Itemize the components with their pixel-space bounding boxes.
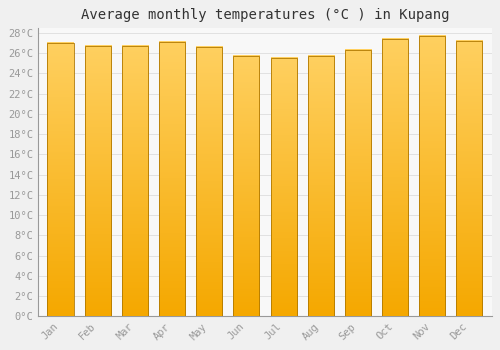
- Bar: [159, 42, 185, 316]
- Bar: [419, 36, 445, 316]
- Bar: [122, 46, 148, 316]
- Bar: [234, 56, 260, 316]
- Bar: [382, 39, 408, 316]
- Bar: [308, 56, 334, 316]
- Bar: [196, 47, 222, 316]
- Bar: [270, 58, 296, 316]
- Title: Average monthly temperatures (°C ) in Kupang: Average monthly temperatures (°C ) in Ku…: [80, 8, 449, 22]
- Bar: [345, 50, 371, 316]
- Bar: [84, 46, 110, 316]
- Bar: [48, 43, 74, 316]
- Bar: [456, 41, 482, 316]
